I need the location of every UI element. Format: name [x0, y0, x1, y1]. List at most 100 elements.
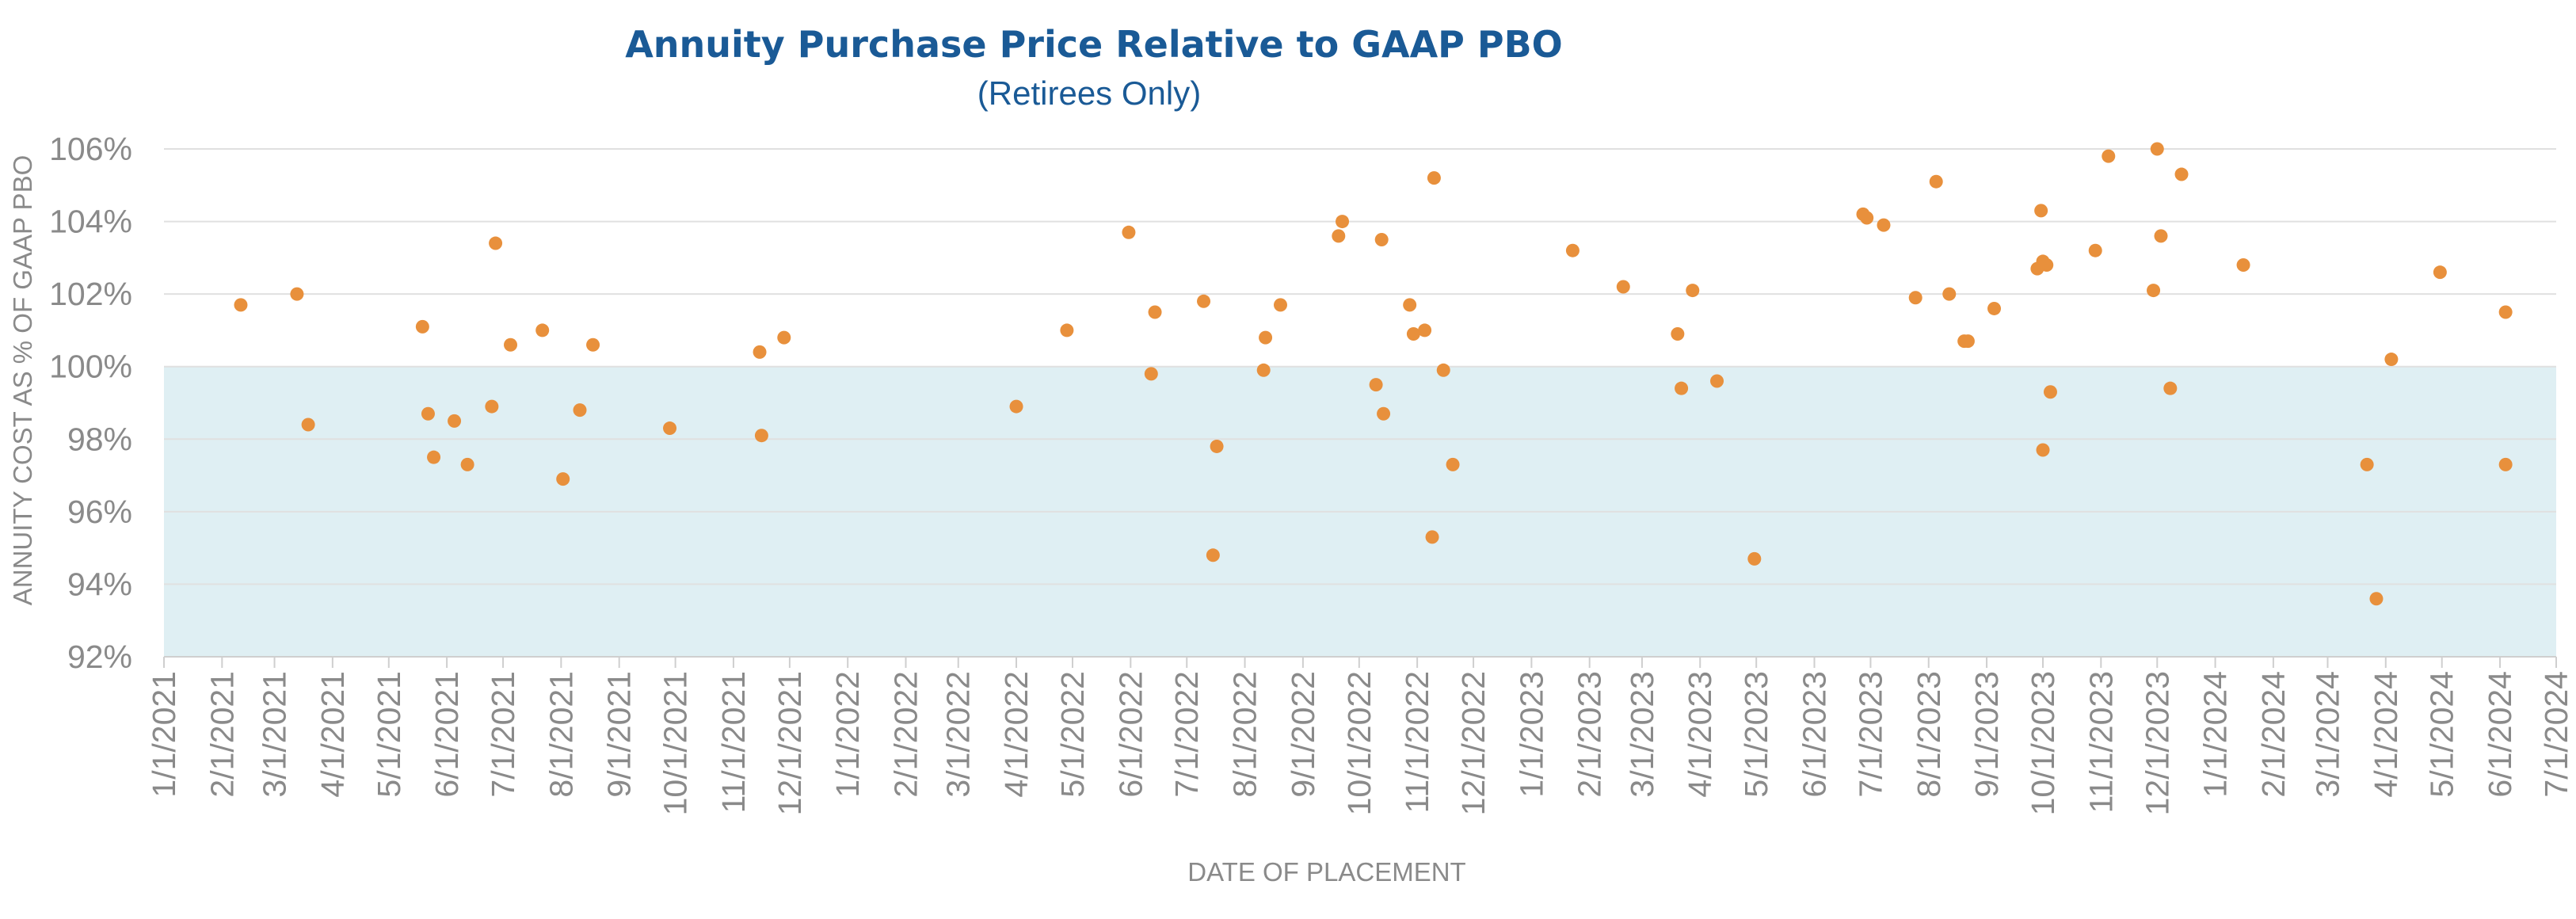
x-tick-label: 3/1/2021: [257, 671, 293, 798]
data-point: [1009, 399, 1023, 414]
data-point: [1144, 367, 1158, 381]
data-point: [1256, 363, 1271, 377]
data-point: [301, 418, 315, 432]
data-point: [586, 337, 600, 352]
data-point: [2036, 443, 2050, 457]
data-point: [1860, 211, 1874, 225]
data-point: [1686, 284, 1700, 298]
data-point: [1369, 378, 1383, 392]
data-point: [489, 236, 503, 250]
x-tick-label: 10/1/2022: [1341, 671, 1378, 815]
data-point: [1197, 294, 1211, 308]
y-axis-title: ANNUITY COST AS % OF GAAP PBO: [8, 155, 37, 606]
x-tick-label: 7/1/2021: [485, 671, 521, 798]
data-point: [1616, 280, 1630, 294]
x-tick-label: 12/1/2022: [1455, 671, 1492, 815]
data-point: [504, 337, 518, 352]
data-point: [663, 421, 677, 436]
chart-title: Annuity Purchase Price Relative to GAAP …: [625, 23, 1563, 66]
data-point: [1332, 229, 1346, 243]
x-tick-label: 12/1/2021: [772, 671, 808, 815]
data-point: [2433, 265, 2447, 280]
data-point: [754, 429, 768, 443]
x-tick-label: 3/1/2023: [1624, 671, 1660, 798]
data-point: [415, 319, 429, 334]
data-point: [290, 287, 304, 301]
data-point: [1987, 301, 2002, 315]
data-point: [2498, 457, 2513, 471]
x-axis-title: DATE OF PLACEMENT: [1187, 857, 1465, 887]
data-point: [2384, 353, 2399, 367]
data-point: [1710, 374, 1724, 388]
x-tick-label: 8/1/2023: [1911, 671, 1947, 798]
y-tick-label: 106%: [49, 131, 132, 167]
x-tick-label: 9/1/2021: [601, 671, 638, 798]
x-tick-label: 6/1/2023: [1796, 671, 1832, 798]
x-tick-label: 6/1/2024: [2482, 671, 2518, 798]
x-tick-label: 3/1/2022: [940, 671, 977, 798]
y-tick-label: 104%: [49, 204, 132, 240]
y-tick-label: 98%: [67, 421, 132, 457]
data-point: [1877, 218, 1891, 232]
data-point: [1908, 291, 1922, 305]
data-point: [1565, 243, 1580, 257]
chart-subtitle: (Retirees Only): [977, 74, 1201, 112]
data-point: [535, 323, 550, 337]
x-tick-label: 5/1/2023: [1738, 671, 1774, 798]
data-point: [1961, 334, 1975, 349]
data-point: [421, 406, 435, 421]
x-tick-label: 5/1/2022: [1054, 671, 1091, 798]
x-tick-label: 7/1/2022: [1168, 671, 1205, 798]
data-point: [2360, 457, 2374, 471]
x-tick-label: 2/1/2022: [888, 671, 924, 798]
x-tick-label: 12/1/2023: [2139, 671, 2175, 815]
data-point: [1436, 363, 1450, 377]
data-point: [1406, 327, 1420, 341]
data-point: [1942, 287, 1957, 301]
x-tick-label: 4/1/2022: [998, 671, 1035, 798]
data-point: [1427, 171, 1441, 185]
data-point: [1675, 381, 1689, 395]
x-tick-label: 4/1/2023: [1682, 671, 1718, 798]
x-tick-label: 5/1/2024: [2424, 671, 2460, 798]
x-tick-label: 9/1/2023: [1968, 671, 2005, 798]
x-tick-label: 2/1/2023: [1572, 671, 1608, 798]
data-point: [2147, 284, 2161, 298]
data-point: [1374, 232, 1389, 246]
x-tick-label: 11/1/2021: [715, 671, 752, 813]
data-point: [1671, 327, 1685, 341]
x-tick-label: 1/1/2024: [2197, 671, 2234, 798]
data-point: [2369, 592, 2384, 606]
y-tick-label: 92%: [67, 639, 132, 675]
data-point: [1403, 298, 1417, 312]
x-tick-label: 11/1/2022: [1399, 671, 1435, 813]
y-tick-label: 96%: [67, 494, 132, 530]
data-point: [2154, 229, 2168, 243]
data-point: [753, 345, 767, 359]
x-tick-label: 3/1/2024: [2309, 671, 2345, 798]
x-tick-label: 10/1/2021: [657, 671, 694, 815]
data-point: [2034, 204, 2048, 218]
data-point: [573, 403, 587, 418]
x-tick-label: 4/1/2021: [314, 671, 351, 798]
x-tick-label: 2/1/2024: [2255, 671, 2292, 798]
data-point: [1336, 215, 1350, 229]
data-point: [1273, 298, 1287, 312]
x-tick-label: 1/1/2021: [146, 671, 182, 798]
data-point: [1206, 548, 1220, 562]
data-point: [556, 472, 570, 486]
data-point: [2163, 381, 2178, 395]
y-tick-label: 100%: [49, 349, 132, 385]
x-tick-label: 7/1/2023: [1852, 671, 1888, 798]
y-tick-label: 102%: [49, 276, 132, 312]
data-point: [2150, 142, 2164, 156]
x-tick-label: 11/1/2023: [2083, 671, 2119, 813]
data-point: [2043, 385, 2057, 399]
data-point: [448, 414, 462, 428]
data-point: [1259, 330, 1273, 345]
data-point: [2174, 167, 2189, 181]
data-point: [1122, 225, 1136, 239]
data-point: [1446, 457, 1460, 471]
x-tick-label: 6/1/2022: [1112, 671, 1149, 798]
